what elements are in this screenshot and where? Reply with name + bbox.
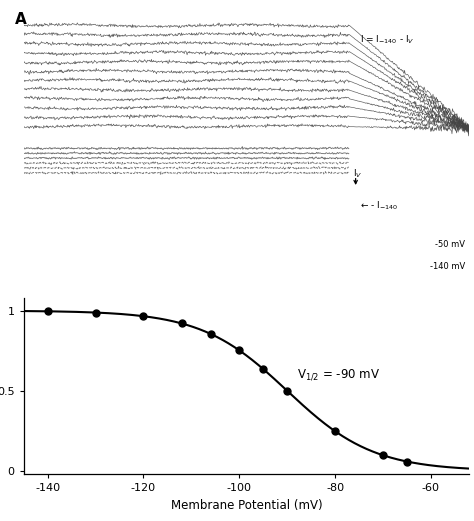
- Text: V$_{1/2}$ = -90 mV: V$_{1/2}$ = -90 mV: [297, 367, 380, 382]
- Text: I = I$_{-140}$ - I$_{V}$: I = I$_{-140}$ - I$_{V}$: [360, 34, 415, 46]
- Text: 100 pA: 100 pA: [287, 317, 319, 326]
- Text: ← - I$_{-140}$: ← - I$_{-140}$: [360, 200, 398, 213]
- Text: -50 mV: -50 mV: [435, 240, 465, 249]
- Text: A: A: [15, 11, 27, 27]
- Text: 100 ms: 100 ms: [297, 358, 330, 367]
- Text: -140 mV: -140 mV: [429, 263, 465, 271]
- X-axis label: Membrane Potential (mV): Membrane Potential (mV): [171, 499, 322, 512]
- Text: I$_{V}$: I$_{V}$: [354, 167, 363, 180]
